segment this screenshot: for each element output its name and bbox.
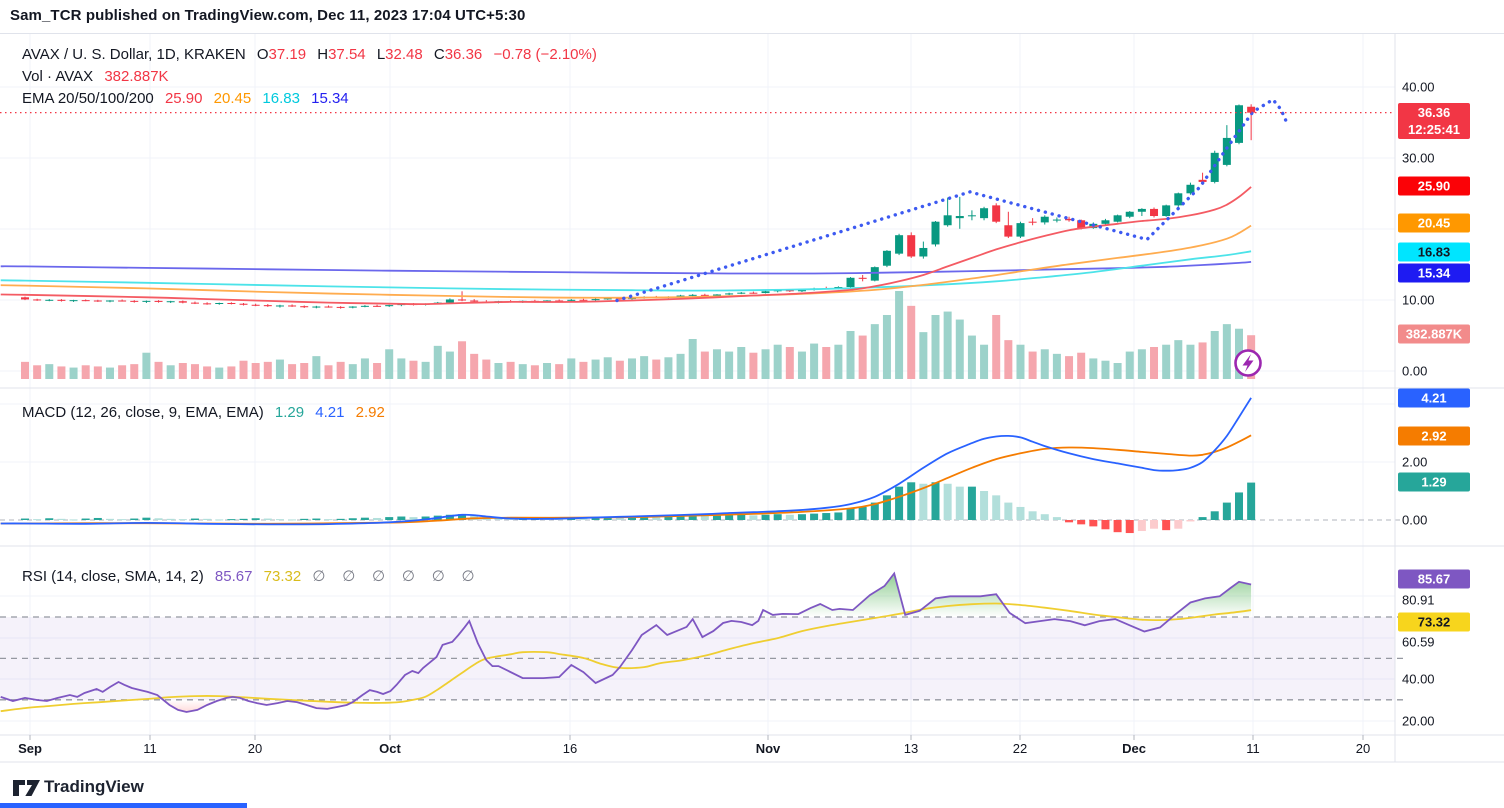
low-value: 32.48	[385, 46, 423, 63]
time-axis-label: 16	[562, 741, 578, 756]
rsi-line	[0, 571, 1252, 713]
macd-hist-value: 1.29	[274, 404, 305, 421]
time-axis-label: 22	[1012, 741, 1028, 756]
time-axis-label: 20	[1355, 741, 1371, 756]
time-axis-label: 11	[1246, 741, 1260, 756]
axis-label: 60.59	[1402, 634, 1435, 650]
time-axis-label: Nov	[755, 741, 781, 756]
time-axis-label: Dec	[1122, 741, 1146, 756]
volume-legend-row[interactable]: Vol · AVAX 382.887K	[22, 68, 176, 85]
axis-value-badge: 1.29	[1398, 472, 1470, 492]
axis-value-badge: 20.45	[1398, 213, 1470, 233]
axis-value-badge: 36.36 12:25:41	[1398, 103, 1470, 139]
boost-lightning-icon[interactable]	[1234, 349, 1262, 377]
axis-label: 20.00	[1402, 713, 1435, 729]
axis-label: 40.00	[1402, 79, 1435, 95]
rsi-oversold-fill	[9, 700, 356, 712]
tradingview-logo-icon[interactable]	[12, 778, 42, 798]
ema50-line	[0, 224, 1252, 299]
macd-histogram	[21, 482, 1256, 534]
axis-label: 80.91	[1402, 592, 1435, 608]
symbol-title: AVAX / U. S. Dollar, 1D, KRAKEN	[22, 46, 246, 63]
close-value: 36.36	[444, 46, 483, 63]
time-axis-label: 13	[903, 741, 919, 756]
published-by-line: Sam_TCR published on TradingView.com, De…	[10, 7, 526, 24]
rsi-value: 85.67	[214, 568, 253, 585]
axis-value-badge: 4.21	[1398, 388, 1470, 408]
axis-label: 0.00	[1402, 363, 1428, 379]
volume-title: Vol · AVAX	[22, 68, 94, 85]
ema100-line	[0, 250, 1252, 292]
close-label: C	[433, 46, 445, 63]
ema-title: EMA 20/50/100/200	[22, 90, 154, 107]
open-label: O	[256, 46, 269, 63]
time-axis-label: 11	[143, 741, 157, 756]
rsi-legend-row[interactable]: RSI (14, close, SMA, 14, 2) 85.67 73.32 …	[22, 567, 488, 585]
macd-legend-row[interactable]: MACD (12, 26, close, 9, EMA, EMA) 1.29 4…	[22, 404, 392, 421]
macd-signal-value: 2.92	[355, 404, 385, 421]
change-value: −0.78 (−2.10%)	[493, 46, 597, 63]
axis-label: 10.00	[1402, 292, 1435, 308]
axis-value-badge: 85.67	[1398, 569, 1470, 589]
trendline-dotted	[615, 97, 1288, 303]
time-axis-label: 20	[247, 741, 263, 756]
ema200-line	[0, 261, 1252, 275]
low-label: L	[376, 46, 386, 63]
ema100-value: 16.83	[262, 90, 300, 107]
high-value: 37.54	[328, 46, 366, 63]
ema50-value: 20.45	[213, 90, 252, 107]
ema20-line	[0, 186, 1252, 306]
candlesticks	[21, 104, 1256, 309]
rsi-ma-value: 73.32	[263, 568, 302, 585]
axis-value-badge: 25.90	[1398, 176, 1470, 196]
axis-value-badge: 16.83	[1398, 242, 1470, 262]
axis-label: 40.00	[1402, 671, 1435, 687]
macd-title: MACD (12, 26, close, 9, EMA, EMA)	[22, 404, 264, 421]
high-label: H	[317, 46, 329, 63]
rsi-overbought-fill	[0, 573, 1252, 617]
axis-value-badge: 15.34	[1398, 263, 1470, 283]
axis-label: 2.00	[1402, 454, 1428, 470]
macd-signal-line	[0, 434, 1252, 525]
macd-line	[0, 397, 1252, 526]
ema-legend-row[interactable]: EMA 20/50/100/200 25.90 20.45 16.83 15.3…	[22, 90, 356, 107]
ema20-value: 25.90	[164, 90, 203, 107]
axis-value-badge: 73.32	[1398, 612, 1470, 632]
rsi-empty-params: ∅ ∅ ∅ ∅ ∅ ∅	[312, 567, 481, 585]
volume-value: 382.887K	[104, 68, 169, 85]
ema200-value: 15.34	[311, 90, 349, 107]
rsi-title: RSI (14, close, SMA, 14, 2)	[22, 568, 204, 585]
axis-value-badge: 2.92	[1398, 426, 1470, 446]
bottom-accent-bar	[0, 803, 247, 808]
axis-label: 0.00	[1402, 512, 1428, 528]
axis-value-badge: 382.887K	[1398, 324, 1470, 344]
time-axis-label: Sep	[18, 741, 42, 756]
rsi-ma-line	[0, 602, 1252, 713]
symbol-legend-row[interactable]: AVAX / U. S. Dollar, 1D, KRAKEN O37.19 H…	[22, 46, 604, 63]
macd-line-value: 4.21	[315, 404, 345, 421]
open-value: 37.19	[268, 46, 307, 63]
axis-label: 30.00	[1402, 150, 1435, 166]
countdown-timer: 12:25:41	[1407, 122, 1461, 137]
time-axis-label: Oct	[379, 741, 401, 756]
tradingview-brand-text[interactable]: TradingView	[44, 777, 144, 796]
